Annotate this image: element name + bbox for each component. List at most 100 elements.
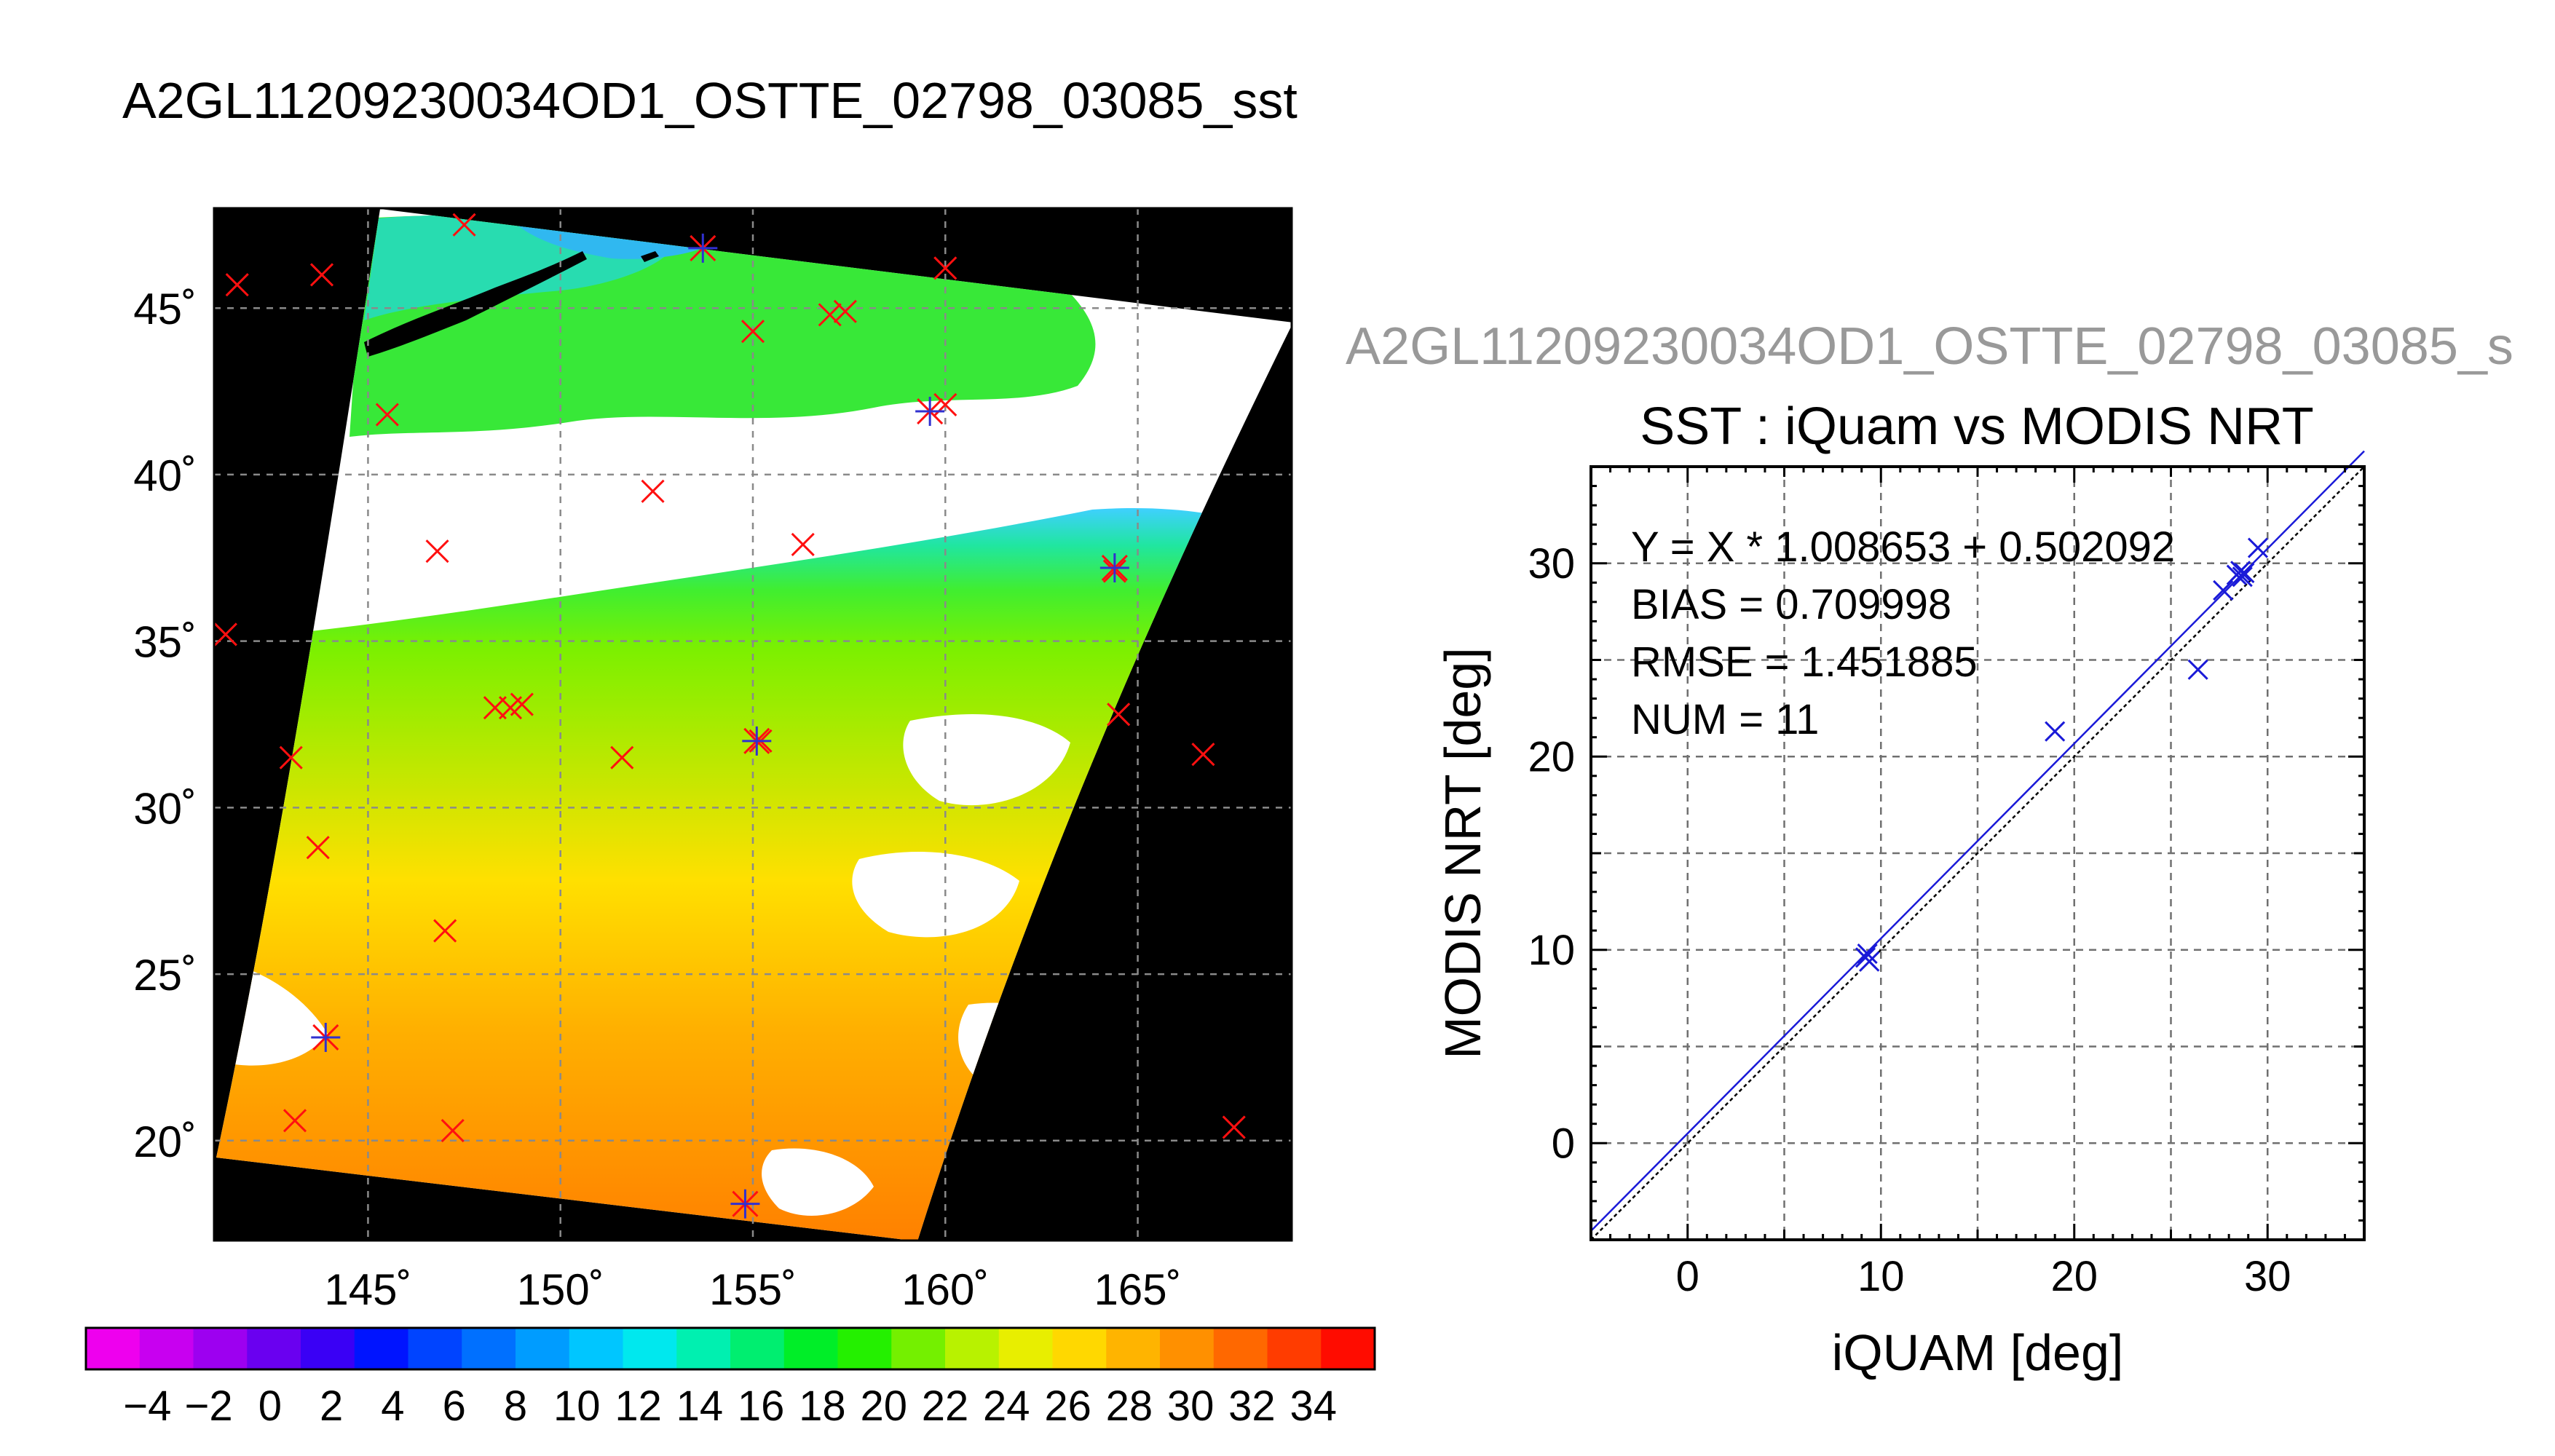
- colorbar-label: 24: [983, 1382, 1030, 1430]
- lat-label: 35˚: [133, 618, 197, 667]
- colorbar-swatch: [730, 1328, 785, 1369]
- cloud-patch-5: [762, 1148, 874, 1216]
- one-to-one-line: [1590, 466, 2365, 1241]
- red-x-marker: [441, 1118, 465, 1143]
- marker-stroke: [2232, 566, 2253, 587]
- scatter-title: SST : iQuam vs MODIS NRT: [1640, 397, 2314, 456]
- marker-stroke: [441, 1118, 465, 1143]
- marker-stroke: [452, 213, 476, 237]
- colorbar-label: 10: [553, 1382, 601, 1430]
- red-x-marker: [1107, 703, 1131, 727]
- marker-stroke: [2187, 659, 2208, 680]
- y-axis-label: MODIS NRT [deg]: [1434, 647, 1491, 1059]
- red-x-marker: [933, 256, 957, 280]
- red-x-marker: [641, 479, 665, 503]
- marker-stroke: [425, 539, 449, 563]
- marker-stroke: [1222, 1115, 1246, 1139]
- scatter-point: [2232, 566, 2253, 587]
- secondary-title: A2GL11209230034OD1_OSTTE_02798_03085_s: [1346, 317, 2513, 376]
- colorbar-swatch: [1052, 1328, 1107, 1369]
- y-tick-label: 30: [1528, 540, 1575, 587]
- lon-label: 160˚: [901, 1265, 989, 1314]
- red-x-marker: [510, 692, 534, 716]
- marker-stroke: [309, 263, 334, 287]
- scatter-points: [1855, 537, 2269, 972]
- marker-stroke: [610, 745, 634, 769]
- red-x-marker: [833, 299, 857, 323]
- marker-stroke: [641, 479, 665, 503]
- colorbar-label: 6: [443, 1382, 466, 1430]
- colorbar-label: 16: [738, 1382, 785, 1430]
- marker-stroke: [306, 836, 330, 860]
- lat-label: 40˚: [133, 451, 197, 500]
- colorbar-swatch: [783, 1328, 839, 1369]
- map-gridlines: [214, 208, 1292, 1241]
- cloud-patch-2: [852, 852, 1019, 938]
- colorbar-swatch: [516, 1328, 570, 1369]
- scatter-plot: SST : iQuam vs MODIS NRT 0 10 20 300102030 …: [1434, 397, 2366, 1381]
- marker-stroke: [433, 919, 457, 943]
- marker-stroke: [283, 1109, 307, 1133]
- colorbar-swatch: [1321, 1328, 1375, 1369]
- scatter-point: [2234, 562, 2255, 584]
- lat-label: 30˚: [133, 784, 197, 833]
- stat-annotation: Y = X * 1.008653 + 0.502092: [1631, 523, 2175, 571]
- colorbar-label: 18: [799, 1382, 846, 1430]
- colorbar-swatch: [891, 1328, 946, 1369]
- colorbar-swatch: [569, 1328, 624, 1369]
- colorbar-swatch: [247, 1328, 301, 1369]
- colorbar-labels: −4 −2 0 2 4 6 8 10 12 14 16 18 20 22 24 26 28 30 32 34: [123, 1382, 1337, 1430]
- y-tick-label: 20: [1528, 733, 1575, 780]
- red-x-marker: [610, 745, 634, 769]
- colorbar-swatch: [1213, 1328, 1268, 1369]
- lon-label: 165˚: [1094, 1265, 1182, 1314]
- red-x-marker: [425, 539, 449, 563]
- red-x-marker: [452, 213, 476, 237]
- red-x-marker: [1191, 743, 1215, 767]
- marker-stroke: [791, 532, 815, 557]
- colorbar-label: 30: [1167, 1382, 1215, 1430]
- blue-markers: [311, 233, 1129, 1219]
- latitude-labels: 45˚ 40˚ 35˚ 30˚ 25˚ 20˚: [133, 285, 197, 1166]
- stat-annotation: NUM = 11: [1631, 696, 1819, 743]
- colorbar-swatch: [998, 1328, 1054, 1369]
- y-tick-label: 10: [1528, 927, 1575, 974]
- marker-stroke: [2247, 537, 2269, 558]
- marker-stroke: [2045, 721, 2066, 742]
- blue-star-marker: [742, 726, 772, 756]
- red-x-marker: [306, 836, 330, 860]
- colorbar-label: 2: [320, 1382, 343, 1430]
- lat-label: 20˚: [133, 1117, 197, 1166]
- scatter-point: [2213, 579, 2234, 601]
- colorbar-swatch: [301, 1328, 355, 1369]
- blue-star-marker: [1099, 553, 1129, 583]
- scatter-point: [1857, 943, 1878, 965]
- red-x-marker: [309, 263, 334, 287]
- colorbar-swatch: [623, 1328, 678, 1369]
- red-x-marker: [225, 273, 249, 297]
- colorbar-frame: [84, 1326, 1376, 1371]
- map-frame: [213, 207, 1293, 1242]
- x-tick-label: 20: [2050, 1253, 2098, 1300]
- y-tick-label: 0: [1552, 1120, 1575, 1167]
- x-tick-label: 30: [2244, 1253, 2291, 1300]
- colorbar-label: 20: [860, 1382, 907, 1430]
- lat-label: 25˚: [133, 951, 197, 1000]
- scatter-ticks: 0 10 20 30 0 10 20 30: [1528, 465, 2366, 1300]
- marker-stroke: [214, 622, 237, 646]
- colorbar-swatch: [1106, 1328, 1161, 1369]
- blue-star-marker: [311, 1022, 341, 1052]
- colorbar-swatch: [193, 1328, 248, 1369]
- land-kuril: [641, 251, 659, 262]
- x-axis-label: iQUAM [deg]: [1832, 1324, 2124, 1381]
- colorbar-swatch: [86, 1328, 141, 1369]
- colorbar-label: 22: [922, 1382, 969, 1430]
- marker-stroke: [2230, 561, 2251, 582]
- marker-stroke: [225, 273, 249, 297]
- lon-label: 145˚: [324, 1265, 411, 1314]
- colorbar-swatches: [86, 1328, 1375, 1369]
- marker-stroke: [375, 403, 399, 427]
- colorbar-label: 32: [1228, 1382, 1276, 1430]
- marker-stroke: [2213, 579, 2234, 601]
